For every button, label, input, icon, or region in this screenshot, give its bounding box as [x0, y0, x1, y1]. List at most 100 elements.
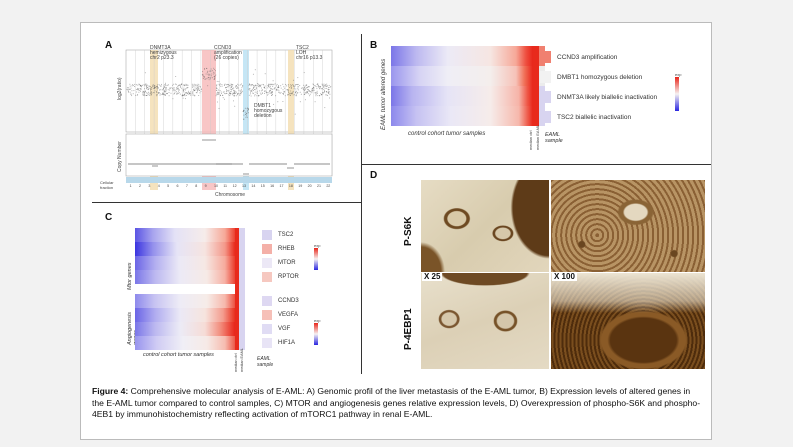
divider-vertical: [361, 34, 362, 374]
panel-c-legend-2-bar: [314, 323, 318, 345]
panel-c-legend: exp: [314, 243, 320, 270]
chromosome-label: 4: [157, 184, 160, 188]
chromosome-label: 18: [288, 184, 293, 188]
heatmap-b-row: [391, 46, 533, 66]
heatmap-c-row: [135, 294, 235, 308]
panel-c-median-ctrl-label: median ctrl: [234, 353, 238, 372]
panel-d-row1-label: P-S6K: [403, 216, 414, 246]
chromosome-label: 12: [232, 184, 237, 188]
heatmap-c-row: [135, 308, 235, 322]
annotation-tsc2: TSC2 LOH chr16 p13.3: [296, 46, 322, 61]
panel-b-legend-title: exp: [675, 72, 682, 77]
caption-text: Comprehensive molecular analysis of E-AM…: [92, 386, 701, 419]
heatmap-c-row: [135, 270, 235, 284]
panel-c-swatch: [262, 338, 272, 348]
panel-c-bottom-label: control cohort tumor samples: [143, 352, 214, 358]
panel-a-letter: A: [105, 40, 113, 51]
chromosome-label: 10: [213, 184, 218, 188]
heatmap-c-row: [135, 228, 235, 242]
chromosome-label: 15: [260, 184, 265, 188]
chromosome-label: 2: [139, 184, 142, 188]
ihc-ps6k-x25: [421, 180, 549, 272]
chromosome-label: 14: [251, 184, 256, 188]
panel-c-swatch: [262, 324, 272, 334]
panel-b-swatch: [540, 51, 551, 63]
annotation-tsc2-sub: LOH: [296, 50, 307, 56]
panel-b-median-ctrl-label: median ctrl: [528, 130, 533, 150]
panel-d-mag-x25: X 25: [422, 272, 443, 281]
panel-c-heatmap-group1: [135, 228, 235, 284]
ihc-p4ebp1-x25: [421, 273, 549, 369]
panel-b-gene-label: DNMT3A likely biallelic inactivation: [557, 94, 658, 101]
panel-c-gene-label: VEGFA: [278, 312, 299, 318]
annotation-dnmt3a: DNMT3A hemizygous chr2 p23.3: [150, 46, 177, 61]
panel-c-gene-label: CCND3: [278, 298, 299, 304]
panel-b-legend-bar: [675, 77, 679, 111]
chromosome-label: 22: [326, 184, 331, 188]
panel-b-gene-label: CCND3 amplification: [557, 54, 618, 61]
panel-c-gene-label: MTOR: [278, 260, 296, 266]
chromosome-label: 19: [298, 184, 303, 188]
panel-b-gene-label: DMBT1 homozygous deletion: [557, 74, 643, 81]
panel-c-median-eaml-label: median EAML: [240, 348, 244, 372]
chromosome-label: 7: [185, 184, 188, 188]
annotation-dnmt3a-sub2: chr2 p23.3: [150, 55, 174, 61]
panel-b-bottom-label: control cohort tumor samples: [408, 131, 486, 137]
annotation-ccnd3-gene: CCND3: [214, 45, 232, 51]
chromosome-label: 21: [316, 184, 321, 188]
annotation-ccnd3-sub2: (26 copies): [214, 55, 239, 61]
panel-c-median-columns: [235, 228, 245, 350]
heatmap-c-row: [135, 242, 235, 256]
chromosome-label: 20: [307, 184, 312, 188]
heatmap-c-row: [135, 336, 235, 350]
panel-c-gene-label: HIF1A: [278, 340, 296, 346]
panel-b-heatmap: [391, 46, 533, 126]
panel-b-median-eaml-label: median EAML: [535, 124, 540, 150]
panel-c-legend-title: exp: [314, 243, 321, 248]
panel-d-letter: D: [370, 170, 378, 181]
annotation-tsc2-sub2: chr16 p13.3: [296, 55, 323, 61]
panel-c-swatch: [262, 296, 272, 306]
panel-b-legend: exp: [675, 72, 681, 111]
panel-c-heatmap-group2: [135, 294, 235, 350]
panel-b-swatch: [540, 91, 551, 103]
annotation-tsc2-gene: TSC2: [296, 45, 309, 51]
panel-c-gene-label: TSC2: [278, 232, 294, 238]
panel-c-gene-label: RHEB: [278, 246, 295, 252]
annotation-dmbt1: DMBT1 homozygous deletion: [254, 104, 282, 119]
annotation-dmbt1-sub2: deletion: [254, 113, 272, 119]
heatmap-b-row: [391, 86, 533, 106]
heatmap-c-row: [135, 256, 235, 270]
panel-c-group1-label: Mtor genes: [127, 262, 133, 290]
panel-d-row2-label: P-4EBP1: [403, 308, 414, 350]
chromosome-label: 17: [279, 184, 284, 188]
panel-a-cellular-fraction-label: Cellular fraction: [100, 180, 114, 190]
divider-left-horizontal: [92, 202, 361, 203]
panel-b-swatch: [540, 111, 551, 123]
annotation-dnmt3a-sub: hemizygous: [150, 50, 177, 56]
annotation-ccnd3: CCND3 amplification (26 copies): [214, 46, 242, 61]
panel-c-legend-2-title: exp: [314, 318, 321, 323]
panel-b-median-eaml-column: [539, 46, 545, 126]
ihc-ps6k-x100: [551, 180, 705, 272]
panel-b-letter: B: [370, 40, 378, 51]
chromosome-label: 1: [129, 184, 132, 188]
divider-right-horizontal: [361, 164, 711, 165]
panel-b-swatch: [540, 71, 551, 83]
annotation-dmbt1-gene: DMBT1: [254, 103, 271, 109]
panel-c-swatch: [262, 258, 272, 268]
chromosome-label: 9: [204, 184, 207, 188]
annotation-dnmt3a-gene: DNMT3A: [150, 45, 171, 51]
panel-c-swatch: [262, 244, 272, 254]
panel-a-ylabel-bottom: Copy Number: [117, 141, 123, 172]
chromosome-label: 16: [270, 184, 275, 188]
chromosome-label: 6: [176, 184, 179, 188]
chromosome-label: 13: [242, 184, 247, 188]
chromosome-label: 5: [167, 184, 170, 188]
panel-c-swatch: [262, 272, 272, 282]
annotation-dmbt1-sub: homozygous: [254, 108, 283, 114]
panel-c-gene-label: VGF: [278, 326, 291, 332]
panel-c-swatch: [262, 230, 272, 240]
panel-b-median-ctrl-column: [533, 46, 539, 126]
panel-b-side-label: EAML tumor altered genes: [381, 58, 387, 130]
